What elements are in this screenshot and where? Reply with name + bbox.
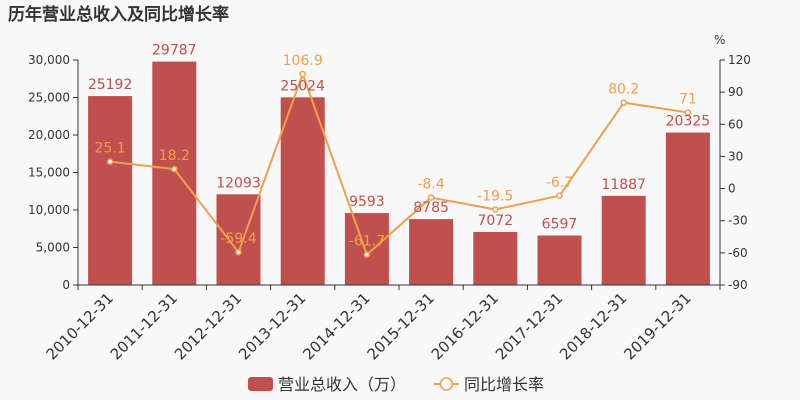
legend[interactable]: 营业总收入（万） 同比增长率	[248, 375, 544, 394]
x-axis-tick-label: 2017-12-31	[492, 289, 566, 363]
revenue-bar[interactable]	[601, 195, 646, 285]
growth-line	[109, 71, 689, 257]
revenue-bar[interactable]	[409, 219, 454, 285]
revenue-bar-value: 11887	[601, 177, 646, 193]
revenue-bar[interactable]	[473, 231, 518, 285]
legend-line-marker[interactable]	[439, 377, 454, 391]
left-axis-tick-label: 30,000	[28, 53, 70, 67]
revenue-bar[interactable]	[152, 61, 197, 285]
growth-point[interactable]	[171, 165, 178, 173]
growth-point[interactable]	[620, 99, 627, 106]
right-axis-tick-label: 120	[728, 53, 751, 67]
left-axis-tick-label: 15,000	[28, 166, 70, 180]
x-axis-tick-label: 2011-12-31	[107, 289, 181, 363]
x-axis-tick-label: 2010-12-31	[43, 289, 117, 363]
x-axis-tick-label: 2014-12-31	[299, 289, 373, 363]
growth-point[interactable]	[363, 251, 371, 258]
revenue-bar-value: 20325	[666, 114, 711, 130]
revenue-bar-value: 9593	[349, 194, 385, 210]
revenue-bar[interactable]	[280, 97, 325, 285]
growth-point-value: 80.2	[608, 82, 639, 98]
growth-point-value: -61.7	[349, 234, 385, 250]
growth-point-value: 71	[679, 92, 697, 108]
growth-point-value: -6.7	[546, 175, 573, 191]
revenue-bar-value: 8785	[413, 200, 449, 216]
left-axis-tick-label: 5,000	[36, 241, 70, 255]
growth-point[interactable]	[299, 70, 306, 78]
left-axis-tick-label: 10,000	[28, 203, 70, 217]
growth-data-labels: 25.1 18.2 -59.4 106.9 -61.7 -8.4 -19.5 -6.7 80.2…	[95, 53, 697, 250]
legend-line-label[interactable]: 同比增长率	[464, 375, 544, 394]
growth-point-value: 18.2	[159, 148, 190, 164]
right-axis-tick-label: 30	[728, 149, 743, 163]
left-axis-tick-label: 20,000	[28, 128, 70, 142]
legend-bar-label[interactable]: 营业总收入（万）	[278, 375, 406, 394]
growth-point-value: -8.4	[417, 177, 444, 193]
right-axis-unit: %	[714, 33, 725, 47]
growth-point-value: -19.5	[477, 188, 513, 204]
x-axis: 2010-12-312011-12-312012-12-312013-12-31…	[43, 284, 721, 363]
revenue-bar[interactable]	[344, 213, 389, 285]
revenue-bar-value: 6597	[542, 217, 578, 233]
x-axis-tick-label: 2012-12-31	[171, 289, 245, 363]
right-axis-tick-label: -90	[728, 278, 748, 292]
right-axis-tick-label: 0	[728, 182, 736, 196]
growth-point-value: 106.9	[283, 53, 323, 69]
growth-point[interactable]	[492, 206, 499, 213]
x-axis-tick-label: 2019-12-31	[620, 289, 694, 363]
revenue-bar-value: 12093	[216, 175, 261, 191]
x-axis-tick-label: 2016-12-31	[428, 289, 502, 363]
left-axis-tick-label: 25,000	[28, 91, 70, 105]
right-axis-tick-label: -30	[728, 214, 748, 228]
revenue-bar[interactable]	[88, 96, 133, 285]
chart-title: 历年营业总收入及同比增长率	[8, 4, 229, 25]
growth-point-value: 25.1	[95, 141, 126, 157]
revenue-bar-value: 7072	[477, 213, 513, 229]
revenue-bars	[88, 61, 710, 285]
x-axis-tick-label: 2013-12-31	[235, 289, 309, 363]
x-axis-tick-label: 2015-12-31	[364, 289, 438, 363]
left-axis-tick-label: 0	[62, 278, 70, 292]
revenue-bar[interactable]	[537, 235, 582, 285]
growth-line-series	[106, 70, 692, 258]
revenue-bar-value: 25024	[280, 78, 325, 94]
revenue-data-labels: 25192 29787 12093 25024 9593 8785 7072 6597 1188…	[88, 43, 710, 233]
revenue-bar[interactable]	[665, 132, 710, 285]
growth-point[interactable]	[684, 109, 692, 116]
growth-point[interactable]	[235, 248, 242, 256]
growth-point[interactable]	[106, 158, 114, 165]
right-y-axis: -90 -60 -30 0 30 60 90 120	[719, 53, 751, 292]
growth-point[interactable]	[427, 194, 435, 201]
right-axis-tick-label: 90	[728, 85, 743, 99]
x-axis-tick-label: 2018-12-31	[556, 289, 630, 363]
revenue-bar-value: 29787	[152, 43, 197, 59]
legend-bar-swatch[interactable]	[248, 377, 273, 391]
right-axis-tick-label: 60	[728, 117, 743, 131]
right-axis-tick-label: -60	[728, 246, 748, 260]
growth-point[interactable]	[556, 192, 563, 199]
revenue-bar-value: 25192	[88, 77, 133, 93]
left-y-axis: 0 5,000 10,000 15,000 20,000 25,000 30,000	[28, 53, 79, 292]
growth-point-value: -59.4	[220, 231, 256, 247]
